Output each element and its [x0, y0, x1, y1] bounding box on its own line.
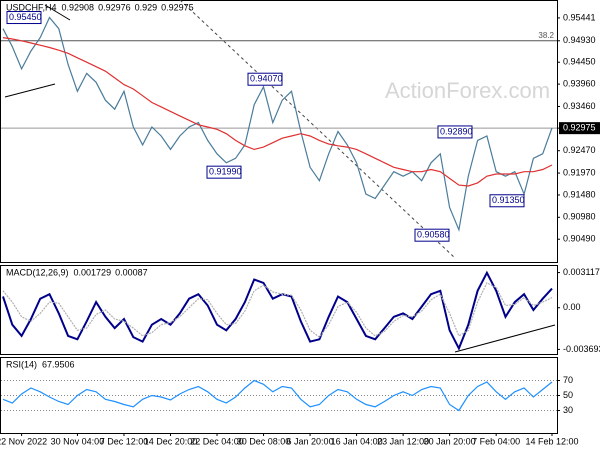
- y-tick-label: 30: [563, 405, 573, 415]
- price-annotation: [6, 11, 42, 25]
- series-line: [2, 270, 553, 351]
- reading: 0.92975: [161, 2, 194, 12]
- series-line: [2, 282, 553, 338]
- rsi-panel: [0, 357, 558, 434]
- reading: 0.929: [135, 2, 158, 12]
- x-tick-label: 30 Jan 20:00: [424, 436, 476, 446]
- series-line: [2, 37, 553, 187]
- reading: 0.001729: [74, 267, 112, 277]
- y-tick-label: 0.92470: [563, 145, 596, 155]
- x-tick-label: 7 Feb 04:00: [472, 436, 520, 446]
- x-tick-label: 7 Dec 12:00: [100, 436, 149, 446]
- trendline: [454, 324, 556, 353]
- x-tick-label: 14 Feb 12:00: [525, 436, 578, 446]
- y-tick-label: 0.91480: [563, 189, 596, 199]
- y-tick-label: -0.003693: [563, 344, 600, 354]
- x-tick-label: 6 Jan 20:00: [287, 436, 334, 446]
- trendline: [4, 83, 56, 98]
- x-tick-label: 30 Nov 04:00: [51, 436, 105, 446]
- y-tick-label: 50: [563, 390, 573, 400]
- x-tick-label: 22 Dec 04:00: [190, 436, 244, 446]
- y-tick-label: 0.00: [563, 302, 581, 312]
- series-line: [2, 379, 553, 412]
- x-tick-label: 23 Jan 12:00: [377, 436, 429, 446]
- y-tick-label: 0.90490: [563, 234, 596, 244]
- annotation-label: 0.91350: [492, 195, 525, 205]
- price-tag: [559, 122, 600, 135]
- price-annotation: [489, 194, 525, 208]
- x-tick-label: 16 Jan 04:00: [331, 436, 383, 446]
- macd-panel: [0, 265, 558, 355]
- annotation-label: 0.95450: [9, 12, 42, 22]
- x-tick-label: 22 Nov 2022: [0, 436, 47, 446]
- price-annotation: [414, 228, 450, 242]
- trendline: [179, 0, 456, 259]
- y-tick-label: 0.94930: [563, 35, 596, 45]
- reading: 0.92976: [98, 2, 131, 12]
- panel-title: USDCHF,H4: [6, 2, 57, 12]
- price-annotation: [206, 165, 242, 179]
- annotation-label: 0.94070: [250, 74, 283, 84]
- fib-label: 38.2: [538, 31, 554, 40]
- y-tick-label: 0.93460: [563, 101, 596, 111]
- y-tick-label: 0.93960: [563, 79, 596, 89]
- panel-title: RSI(14): [6, 359, 37, 369]
- x-tick-label: 30 Dec 08:00: [237, 436, 291, 446]
- watermark: ActionForex.com: [385, 78, 550, 103]
- price-annotation: [437, 125, 473, 139]
- annotation-label: 0.92890: [440, 126, 473, 136]
- y-tick-label: 0.92975: [563, 123, 596, 133]
- reading: 67.9506: [42, 359, 75, 369]
- trendline: [44, 4, 71, 21]
- x-tick-label: 14 Dec 20:00: [144, 436, 198, 446]
- y-tick-label: 70: [563, 375, 573, 385]
- annotation-label: 0.91990: [209, 167, 242, 177]
- annotation-label: 0.90580: [417, 230, 450, 240]
- y-tick-label: 0.90980: [563, 212, 596, 222]
- y-tick-label: 0.91970: [563, 167, 596, 177]
- reading: 0.00087: [115, 267, 148, 277]
- y-tick-label: 0.003117: [563, 267, 600, 277]
- series-line: [2, 16, 553, 232]
- y-tick-label: 0.94450: [563, 57, 596, 67]
- price-annotation: [247, 72, 283, 86]
- panel-title: MACD(12,26,9): [6, 267, 69, 277]
- y-tick-label: 0.95441: [563, 12, 596, 22]
- reading: 0.92908: [62, 2, 95, 12]
- price-panel: [0, 0, 558, 263]
